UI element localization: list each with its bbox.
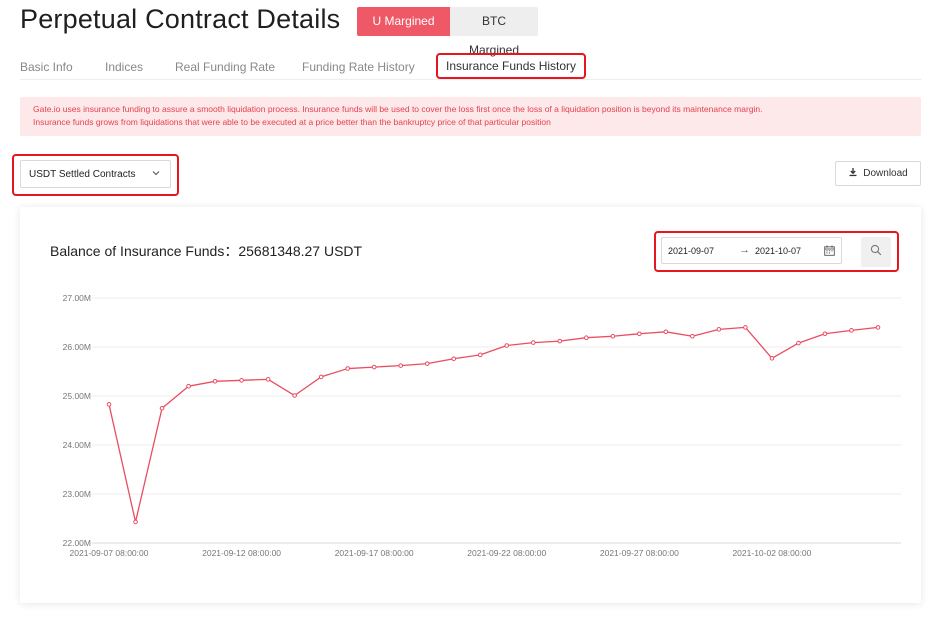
y-tick-label: 22.00M <box>63 538 91 548</box>
search-button[interactable] <box>861 237 891 267</box>
data-point[interactable] <box>477 352 483 358</box>
contract-type-select[interactable]: USDT Settled Contracts <box>20 160 171 188</box>
balance-label: Balance of Insurance Funds： <box>50 243 239 259</box>
insurance-fund-line-chart: 22.00M 23.00M 24.00M 25.00M 26.00M 27.00M 202… <box>63 293 901 558</box>
data-point[interactable] <box>796 340 801 346</box>
data-point[interactable] <box>133 519 138 525</box>
calendar-icon[interactable] <box>824 245 835 258</box>
data-point[interactable] <box>398 363 403 368</box>
contract-type-value: USDT Settled Contracts <box>29 168 136 180</box>
series-line <box>108 326 879 523</box>
data-point[interactable] <box>292 393 297 398</box>
tab-bar: Basic Info Indices Real Funding Rate Fun… <box>20 52 921 80</box>
tab-real-funding-rate[interactable]: Real Funding Rate <box>175 60 276 74</box>
data-point[interactable] <box>663 329 669 335</box>
download-label: Download <box>863 168 908 179</box>
data-point[interactable] <box>849 328 854 333</box>
data-point[interactable] <box>106 402 112 407</box>
x-tick-label: 2021-09-22 08:00:00 <box>467 548 546 558</box>
data-point[interactable] <box>345 366 350 371</box>
start-date[interactable]: 2021-09-07 <box>668 246 715 256</box>
search-icon <box>870 243 882 261</box>
data-point[interactable] <box>743 325 748 330</box>
date-range-picker[interactable]: 2021-09-07 → 2021-10-07 <box>661 237 842 264</box>
data-point[interactable] <box>530 340 536 345</box>
y-tick-label: 24.00M <box>63 440 91 450</box>
data-point[interactable] <box>716 327 722 332</box>
tab-basic-info[interactable]: Basic Info <box>20 60 73 74</box>
x-tick-label: 2021-09-17 08:00:00 <box>335 548 414 558</box>
u-margined-button[interactable]: U Margined <box>357 7 450 36</box>
chart-card: Balance of Insurance Funds：25681348.27 U… <box>20 207 921 603</box>
page-title: Perpetual Contract Details <box>20 4 341 34</box>
data-point[interactable] <box>504 343 510 348</box>
balance-value: 25681348.27 USDT <box>238 243 363 259</box>
chevron-down-icon <box>150 167 162 182</box>
tab-funding-rate-history[interactable]: Funding Rate History <box>302 60 415 74</box>
notice-line-1: Gate.io uses insurance funding to assure… <box>33 104 763 114</box>
y-tick-label: 25.00M <box>63 391 91 401</box>
data-point[interactable] <box>690 333 695 339</box>
tab-insurance-funds-history[interactable]: Insurance Funds History <box>436 53 587 79</box>
x-tick-label: 2021-09-12 08:00:00 <box>202 548 281 558</box>
data-point[interactable] <box>159 405 165 411</box>
arrow-right-icon: → <box>739 244 750 256</box>
data-point[interactable] <box>371 364 377 370</box>
end-date[interactable]: 2021-10-07 <box>755 246 802 256</box>
tab-indices[interactable]: Indices <box>105 60 144 74</box>
data-point[interactable] <box>265 377 271 382</box>
data-point[interactable] <box>637 331 642 337</box>
y-tick-label: 23.00M <box>63 489 91 499</box>
y-tick-label: 27.00M <box>63 293 91 303</box>
y-tick-label: 26.00M <box>63 342 91 352</box>
x-tick-label: 2021-10-02 08:00:00 <box>732 548 811 558</box>
contract-select-highlight <box>12 154 179 196</box>
insurance-balance: Balance of Insurance Funds：25681348.27 U… <box>50 241 362 261</box>
data-point[interactable] <box>557 338 563 344</box>
data-point[interactable] <box>318 374 324 380</box>
x-tick-label: 2021-09-07 08:00:00 <box>70 548 149 558</box>
date-range-highlight <box>654 231 899 272</box>
insurance-notice: Gate.io uses insurance funding to assure… <box>20 97 921 136</box>
data-point[interactable] <box>186 383 191 389</box>
download-icon <box>848 167 858 180</box>
notice-line-2: Insurance funds grows from liquidations … <box>33 117 551 127</box>
data-point[interactable] <box>610 333 616 339</box>
x-tick-label: 2021-09-27 08:00:00 <box>600 548 679 558</box>
data-point[interactable] <box>822 331 828 337</box>
margin-toggle: U Margined BTC Margined <box>357 7 538 57</box>
btc-margined-button[interactable]: BTC Margined <box>450 7 538 57</box>
data-point[interactable] <box>584 335 589 340</box>
data-point[interactable] <box>451 356 457 362</box>
data-point[interactable] <box>424 361 430 366</box>
data-point[interactable] <box>212 379 218 384</box>
download-button[interactable]: Download <box>835 161 921 186</box>
data-point[interactable] <box>875 325 881 330</box>
data-point[interactable] <box>239 378 244 383</box>
data-point[interactable] <box>769 355 775 361</box>
